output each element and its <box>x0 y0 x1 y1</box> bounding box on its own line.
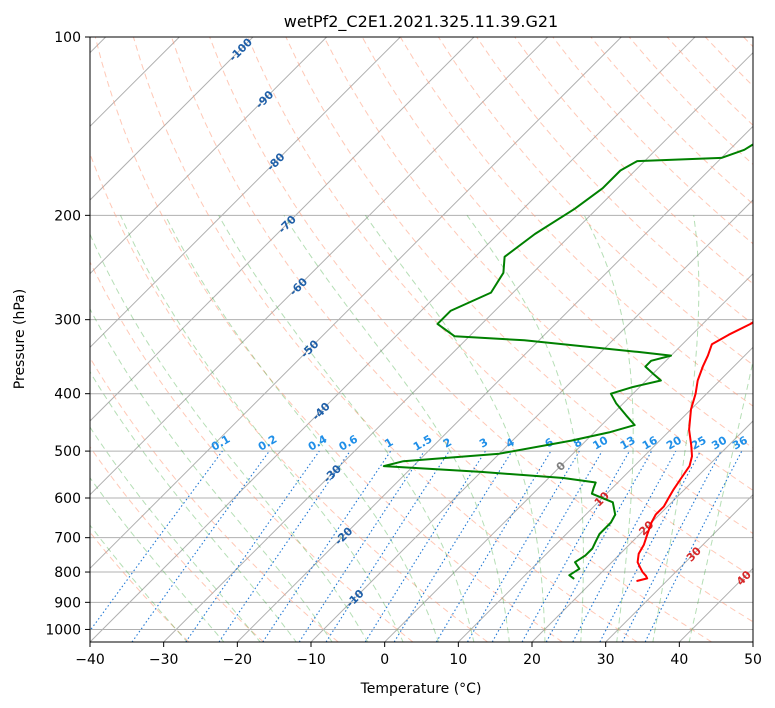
isotherm-line <box>531 420 753 642</box>
series-lines <box>382 143 753 582</box>
x-tick-label: −40 <box>75 652 105 668</box>
moist-adiabat-line <box>90 370 297 642</box>
x-tick-label: 30 <box>597 652 615 668</box>
x-tick-label: 20 <box>523 652 541 668</box>
y-tick-label: 400 <box>54 387 81 403</box>
moist-adiabat-line <box>218 215 475 642</box>
moist-adiabat-line <box>466 215 584 642</box>
moist-adiabat-line <box>164 215 440 642</box>
y-axis: 100 200 300 400 500 600 700 800 900 1000 <box>45 30 90 638</box>
moist-adiabat-line <box>90 308 333 642</box>
dry-adiabat-line <box>247 37 753 578</box>
moist-adiabat-line <box>90 232 369 642</box>
dry-adiabat-line <box>90 260 414 642</box>
moist-adiabat-line <box>364 215 546 642</box>
dry-adiabat-line <box>171 37 712 642</box>
isotherm-line <box>605 493 753 642</box>
x-tick-label: 50 <box>744 652 762 668</box>
y-tick-label: 200 <box>54 208 81 224</box>
y-tick-label: 800 <box>54 565 81 581</box>
dry-adiabat-line <box>209 37 753 623</box>
x-tick-label: −30 <box>149 652 179 668</box>
y-tick-label: 600 <box>54 491 81 507</box>
dry-adiabat-line <box>90 356 339 642</box>
dry-adiabat-line <box>132 37 638 642</box>
y-tick-label: 300 <box>54 313 81 329</box>
moist-adiabat-line <box>90 476 225 642</box>
mixing-ratio-line <box>325 450 450 642</box>
isotherm-line <box>90 37 696 642</box>
y-tick-label: 100 <box>54 30 81 46</box>
y-tick-label: 1000 <box>45 622 81 638</box>
y-tick-label: 500 <box>54 444 81 460</box>
x-tick-label: 10 <box>449 652 467 668</box>
plot-frame <box>89 36 754 643</box>
dry-adiabat-line <box>323 37 753 491</box>
mixing-ratio-line <box>298 450 425 642</box>
moist-adiabat-line <box>652 215 700 642</box>
dry-adiabat-line <box>90 446 264 642</box>
isotherm-line <box>90 37 475 422</box>
x-tick-label: −20 <box>223 652 253 668</box>
moist-adiabat-line <box>283 215 510 642</box>
y-tick-label: 900 <box>54 595 81 611</box>
mixing-ratio-line <box>218 450 351 642</box>
isotherm-line <box>457 346 753 642</box>
dry-adiabat-line <box>514 37 753 285</box>
moist-adiabat-line <box>90 426 261 642</box>
dewpoint-profile-line <box>382 143 753 580</box>
plot-background <box>90 37 753 642</box>
isotherm-line <box>236 125 753 642</box>
dry-adiabat-line <box>476 37 753 325</box>
x-tick-label: 40 <box>670 652 688 668</box>
isotherm-line <box>90 37 401 349</box>
mixing-ratio-line <box>572 450 677 642</box>
moist-adiabat-line <box>583 215 634 642</box>
isotherm-line <box>384 272 753 642</box>
mixing-ratio-line <box>644 450 743 642</box>
x-axis-title: Temperature (°C) <box>360 681 482 697</box>
mixing-ratio-line <box>90 450 223 632</box>
isotherm-line <box>90 37 622 570</box>
y-axis-title: Pressure (hPa) <box>12 289 28 389</box>
isotherm-line <box>90 37 328 275</box>
chart-title: wetPf2_C2E1.2021.325.11.39.G21 <box>284 12 558 32</box>
moist-adiabat-line <box>120 215 404 642</box>
mixing-ratio-line <box>262 450 392 642</box>
dry-adiabat-line <box>94 37 563 642</box>
isotherm-line <box>163 51 753 642</box>
isotherm-line <box>90 37 549 496</box>
mixing-ratio-line <box>521 450 630 642</box>
mixing-ratio-line <box>393 450 513 642</box>
y-tick-label: 700 <box>54 531 81 547</box>
x-tick-label: −10 <box>296 652 326 668</box>
dry-adiabat-line <box>285 37 753 535</box>
temperature-profile-line <box>636 321 753 582</box>
mixing-ratio-line <box>185 450 320 642</box>
background-lines <box>90 37 753 642</box>
x-axis: −40 −30 −20 −10 0 10 20 30 40 50 <box>75 642 762 668</box>
mixing-ratio-line <box>545 450 653 642</box>
isotherm-line <box>90 37 254 201</box>
mixing-ratio-line <box>131 450 270 642</box>
x-tick-label: 0 <box>380 652 389 668</box>
